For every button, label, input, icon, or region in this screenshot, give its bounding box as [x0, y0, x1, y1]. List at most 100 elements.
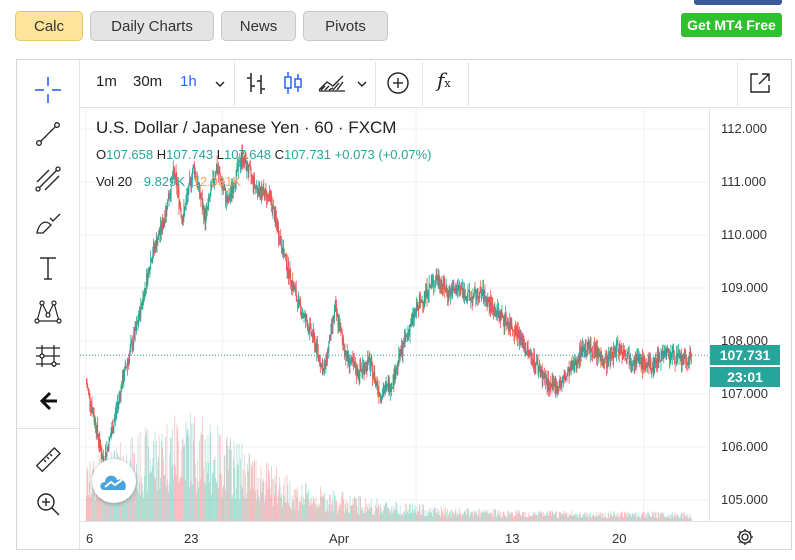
volume-bar [282, 500, 284, 521]
volume-bar [153, 441, 154, 521]
tradingview-logo-button[interactable] [92, 459, 136, 503]
pattern-tool-icon[interactable] [22, 294, 74, 330]
daily-charts-button[interactable]: Daily Charts [90, 11, 214, 41]
candle-body [139, 309, 140, 319]
candle-body [259, 194, 261, 196]
candle-body [296, 298, 298, 301]
volume-bar [647, 511, 649, 521]
volume-bar [301, 484, 303, 521]
facebook-strip[interactable] [694, 0, 782, 5]
calc-button[interactable]: Calc [15, 11, 83, 41]
volume-bar [359, 495, 361, 521]
volume-bar [220, 474, 222, 521]
volume-bar [627, 511, 629, 521]
volume-bar [189, 487, 190, 521]
candle-body [137, 323, 139, 325]
volume-bar [338, 509, 340, 521]
volume-bar [281, 493, 282, 521]
interval-1m[interactable]: 1m [96, 73, 117, 90]
crosshair-icon[interactable] [22, 72, 74, 108]
volume-bar [265, 481, 267, 521]
pivots-button[interactable]: Pivots [303, 11, 388, 41]
volume-bar [387, 507, 388, 521]
candle-body [539, 370, 541, 372]
fib-tools-icon[interactable] [22, 161, 74, 197]
volume-bar [677, 515, 679, 521]
candle-body [336, 306, 337, 315]
chart-symbol-title[interactable]: U.S. Dollar / Japanese Yen · 60 · FXCM [96, 118, 397, 137]
prediction-tool-icon[interactable] [22, 338, 74, 374]
text-tool-icon[interactable] [22, 250, 74, 286]
volume-bar [199, 441, 200, 521]
candle-body [505, 314, 507, 325]
volume-bar [484, 509, 486, 521]
candles-chart-type-icon[interactable] [282, 70, 304, 101]
candle-body [493, 308, 495, 315]
back-arrow-icon[interactable] [22, 383, 74, 419]
interval-1h[interactable]: 1h [180, 73, 197, 90]
interval-chevron-down-icon[interactable] [214, 76, 226, 94]
volume-bar [562, 514, 564, 521]
volume-bar [650, 516, 652, 521]
settings-gear-icon[interactable] [735, 527, 755, 552]
volume-bar [606, 517, 607, 521]
volume-bar [461, 516, 463, 521]
candle-body [618, 350, 620, 353]
indicators-icon[interactable]: fx [437, 68, 451, 92]
volume-bar [218, 488, 219, 521]
candle-body [162, 221, 164, 229]
volume-bar [132, 488, 134, 521]
add-compare-icon[interactable] [386, 71, 410, 100]
candle-body [201, 198, 203, 209]
candle-body [353, 361, 354, 364]
candle-body [601, 359, 603, 364]
volume-bar [611, 514, 612, 521]
price-chart[interactable] [80, 108, 709, 521]
zoom-in-icon[interactable] [22, 486, 74, 522]
fullscreen-icon[interactable] [748, 71, 772, 100]
volume-bar [598, 512, 600, 521]
brush-icon[interactable] [22, 206, 74, 242]
volume-bar [613, 511, 615, 521]
volume-bar [579, 512, 581, 521]
candle-body [155, 244, 157, 250]
volume-bar [126, 493, 128, 521]
volume-bar [610, 511, 612, 521]
volume-bar [148, 446, 149, 521]
volume-bar [325, 499, 327, 521]
candle-body [258, 183, 260, 196]
candle-body [196, 180, 198, 187]
volume-bar [302, 497, 304, 521]
chart-type-chevron-down-icon[interactable] [356, 76, 368, 94]
volume-bar [333, 511, 335, 521]
volume-bar [278, 477, 280, 521]
candle-body [182, 218, 184, 225]
interval-30m[interactable]: 30m [133, 73, 163, 90]
volume-bar [90, 492, 92, 521]
candle-body [206, 207, 207, 213]
candle-body [433, 280, 434, 286]
ruler-icon[interactable] [22, 442, 74, 478]
bar-chart-type-icon[interactable] [245, 70, 267, 101]
volume-bar [465, 508, 467, 521]
candle-body [276, 223, 278, 232]
candle-body [588, 342, 590, 349]
candle-body [445, 288, 447, 292]
candle-body [372, 364, 374, 379]
candle-body [459, 285, 460, 288]
news-button[interactable]: News [221, 11, 296, 41]
candle-body [434, 280, 436, 286]
volume-bar [396, 502, 398, 521]
candle-body [235, 169, 237, 184]
candle-body [284, 254, 286, 256]
candle-body [289, 269, 291, 279]
candle-body [584, 347, 586, 350]
get-mt4-button[interactable]: Get MT4 Free [681, 13, 782, 37]
candle-body [278, 238, 280, 243]
volume-bar [535, 512, 537, 521]
area-chart-type-icon[interactable] [317, 72, 347, 99]
trend-line-icon[interactable] [22, 116, 74, 152]
volume-bar [660, 512, 662, 521]
volume-bar [495, 517, 497, 521]
candle-body [558, 387, 560, 389]
